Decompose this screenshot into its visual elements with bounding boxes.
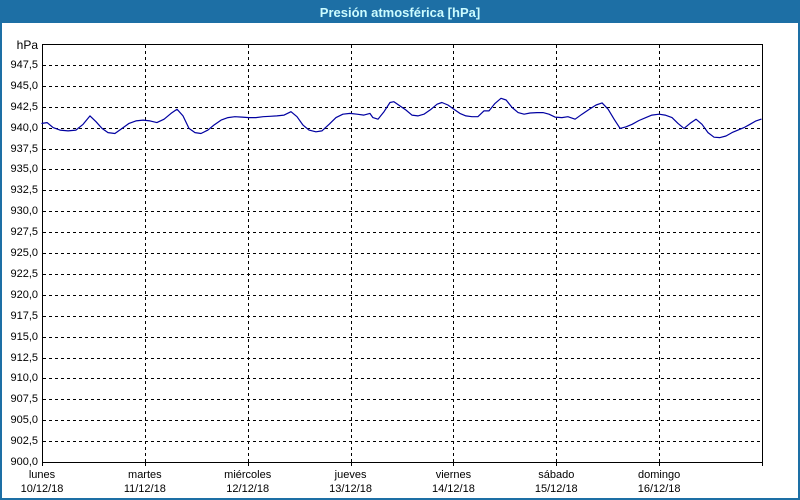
- pressure-line: [41, 97, 762, 139]
- chart-title: Presión atmosférica [hPa]: [319, 5, 481, 20]
- y-tick-label: 900,0: [10, 456, 38, 468]
- x-day-label: miércoles: [224, 469, 272, 481]
- x-day-label: viernes: [435, 469, 472, 481]
- y-tick-label: 947,5: [10, 58, 38, 71]
- x-day-label: martes: [128, 469, 162, 481]
- x-day-label: sábado: [538, 469, 575, 481]
- x-day-label: lunes: [28, 469, 56, 481]
- y-tick-label: 932,5: [10, 184, 38, 197]
- y-tick-label: 930,0: [10, 205, 38, 218]
- chart-title-bar: Presión atmosférica [hPa]: [2, 2, 798, 23]
- x-date-label: 11/12/18: [123, 483, 166, 495]
- plot-area: [41, 44, 763, 466]
- x-date-label: 13/12/18: [329, 483, 372, 495]
- y-tick-label: 935,0: [10, 163, 38, 176]
- y-tick-label: 902,5: [10, 435, 38, 448]
- y-tick-label: 940,0: [10, 121, 38, 134]
- x-day-label: jueves: [334, 469, 367, 481]
- y-tick-label: 945,0: [10, 79, 38, 92]
- y-tick-label: 927,5: [10, 226, 38, 239]
- x-date-label: 10/12/18: [20, 483, 64, 495]
- y-tick-label: 905,0: [10, 414, 38, 427]
- y-tick-label: 912,5: [10, 351, 38, 364]
- x-day-label: domingo: [638, 469, 681, 481]
- y-axis-unit-label: hPa: [16, 38, 38, 52]
- plot-border: [42, 44, 763, 463]
- x-date-label: 12/12/18: [226, 483, 270, 495]
- y-tick-label: 917,5: [10, 309, 38, 322]
- y-tick-label: 910,0: [10, 372, 38, 385]
- y-tick-label: 942,5: [10, 100, 38, 113]
- y-tick-label: 922,5: [10, 267, 38, 280]
- x-date-label: 15/12/18: [534, 483, 578, 495]
- y-tick-label: 907,5: [10, 393, 38, 406]
- y-tick-label: 920,0: [10, 288, 38, 301]
- x-date-label: 16/12/18: [637, 483, 681, 495]
- x-date-label: 14/12/18: [432, 483, 475, 495]
- y-tick-label: 925,0: [10, 247, 38, 259]
- y-tick-label: 915,0: [10, 330, 38, 343]
- y-tick-label: 937,5: [10, 142, 38, 155]
